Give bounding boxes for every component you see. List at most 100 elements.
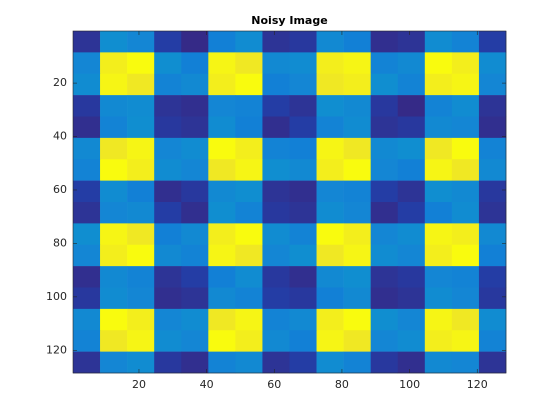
heatmap-cell [127, 351, 155, 374]
heatmap-cell [424, 31, 453, 53]
heatmap-cell [343, 308, 371, 331]
heatmap-cells [73, 31, 507, 374]
heatmap-cell [397, 330, 426, 352]
heatmap-cell [73, 244, 101, 267]
heatmap-cell [451, 266, 480, 288]
heatmap-cell [451, 180, 480, 203]
heatmap-cell [181, 244, 209, 267]
heatmap-cell [154, 116, 182, 139]
heatmap-cell [289, 159, 317, 181]
heatmap-cell [262, 95, 290, 117]
heatmap-cell [235, 52, 263, 75]
heatmap-cell [154, 31, 182, 53]
heatmap-cell [478, 266, 507, 288]
heatmap-cell [343, 351, 371, 374]
heatmap-cell [100, 223, 128, 246]
heatmap-cell [181, 52, 209, 75]
heatmap-cell [262, 202, 290, 224]
heatmap-cell [154, 52, 182, 75]
heatmap-cell [262, 266, 290, 288]
heatmap-cell [181, 31, 209, 53]
heatmap-cell [262, 137, 290, 160]
heatmap-cell [370, 73, 399, 96]
heatmap-cell [154, 137, 182, 160]
heatmap-cell [235, 244, 263, 267]
heatmap-cell [451, 244, 480, 267]
heatmap-cell [289, 73, 317, 96]
heatmap-cell [208, 180, 236, 203]
heatmap-cell [154, 308, 182, 331]
heatmap-cell [316, 180, 344, 203]
heatmap-cell [154, 351, 182, 374]
heatmap-cell [73, 137, 101, 160]
heatmap-cell [343, 159, 371, 181]
heatmap-cell [424, 244, 453, 267]
heatmap-cell [181, 137, 209, 160]
heatmap-cell [100, 180, 128, 203]
heatmap-cell [262, 116, 290, 139]
heatmap-cell [262, 180, 290, 203]
heatmap-cell [316, 202, 344, 224]
heatmap-cell [208, 244, 236, 267]
heatmap-cell [478, 159, 507, 181]
heatmap-cell [343, 116, 371, 139]
heatmap-cell [451, 116, 480, 139]
heatmap-cell [343, 180, 371, 203]
heatmap-cell [370, 351, 399, 374]
y-tick-label: 120 [46, 343, 67, 356]
heatmap-cell [73, 351, 101, 374]
heatmap-cell [316, 244, 344, 267]
heatmap-cell [343, 223, 371, 246]
heatmap-cell [100, 116, 128, 139]
heatmap-cell [289, 330, 317, 352]
heatmap-cell [289, 95, 317, 117]
heatmap-cell [262, 308, 290, 331]
heatmap-cell [100, 287, 128, 310]
heatmap-cell [478, 202, 507, 224]
heatmap-cell [235, 31, 263, 53]
heatmap-cell [127, 244, 155, 267]
heatmap-cell [235, 73, 263, 96]
heatmap-cell [478, 244, 507, 267]
heatmap-cell [343, 202, 371, 224]
heatmap-cell [181, 351, 209, 374]
heatmap-cell [262, 159, 290, 181]
heatmap-cell [451, 351, 480, 374]
heatmap-cell [316, 266, 344, 288]
heatmap-cell [100, 95, 128, 117]
heatmap-cell [127, 95, 155, 117]
x-tick-label: 40 [200, 378, 214, 391]
heatmap-cell [208, 330, 236, 352]
heatmap-cell [289, 266, 317, 288]
heatmap-cell [397, 351, 426, 374]
axes-frame [72, 30, 507, 374]
heatmap-cell [343, 73, 371, 96]
heatmap-cell [73, 73, 101, 96]
heatmap-cell [316, 31, 344, 53]
heatmap-cell [397, 287, 426, 310]
heatmap-cell [289, 244, 317, 267]
heatmap-cell [397, 116, 426, 139]
y-tick-label: 80 [53, 236, 67, 249]
heatmap-cell [235, 159, 263, 181]
chart-title: Noisy Image [251, 14, 327, 27]
heatmap-cell [397, 137, 426, 160]
heatmap-cell [127, 73, 155, 96]
x-tick-label: 120 [467, 378, 488, 391]
heatmap-cell [424, 266, 453, 288]
heatmap-cell [154, 159, 182, 181]
heatmap-cell [316, 52, 344, 75]
heatmap-cell [127, 330, 155, 352]
heatmap-cell [343, 287, 371, 310]
heatmap-cell [424, 159, 453, 181]
heatmap-cell [127, 202, 155, 224]
heatmap-cell [397, 308, 426, 331]
heatmap-cell [397, 266, 426, 288]
heatmap-cell [289, 137, 317, 160]
heatmap-cell [478, 287, 507, 310]
heatmap-cell [235, 330, 263, 352]
heatmap-cell [154, 223, 182, 246]
y-tick-label: 40 [53, 130, 67, 143]
heatmap-cell [397, 159, 426, 181]
heatmap-cell [478, 351, 507, 374]
